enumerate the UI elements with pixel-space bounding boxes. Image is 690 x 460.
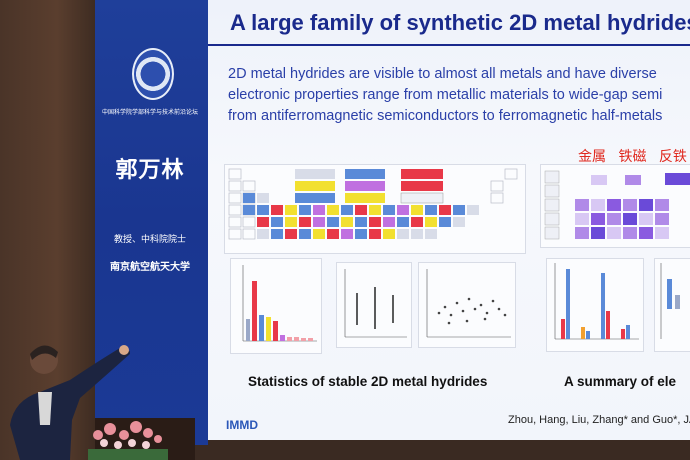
electronic-summary-graphic xyxy=(554,263,639,340)
caption-statistics: Statistics of stable 2D metal hydrides xyxy=(248,374,488,389)
caption-summary: A summary of ele xyxy=(564,374,677,389)
speaker-figure xyxy=(10,345,130,460)
summary-table-figure xyxy=(540,164,690,248)
bar-statistics-panel xyxy=(230,258,322,354)
scatter-cloud-panel xyxy=(418,262,516,348)
scatter-cloud-graphic xyxy=(426,269,511,338)
periodic-table-graphic xyxy=(228,168,518,240)
body-line: from antiferromagnetic semiconductors to… xyxy=(228,108,663,124)
scatter-spread-panel xyxy=(336,262,412,348)
summary-table-graphic xyxy=(544,170,690,240)
flower-arrangement xyxy=(88,421,168,460)
body-line: electronic properties range from metalli… xyxy=(228,87,663,103)
slide-title: A large family of synthetic 2D metal hyd… xyxy=(230,10,690,35)
footer-logo: IMMD xyxy=(226,418,258,432)
projection-screen: A large family of synthetic 2D metal hyd… xyxy=(208,0,690,440)
label-antiferromagnetic: 反铁 xyxy=(658,149,687,165)
scatter-spread-graphic xyxy=(344,269,407,338)
bar-statistics-graphic xyxy=(242,265,317,342)
label-metal: 金属 xyxy=(578,149,606,165)
property-labels: 金属 铁磁 反铁 xyxy=(578,146,690,166)
electronic-summary-panel xyxy=(546,258,644,352)
title-divider xyxy=(208,44,690,46)
slide-body: 2D metal hydrides are visible to almost … xyxy=(228,64,662,127)
logo-caption: 中国科学院学部科学与技术前沿论坛 xyxy=(101,109,199,116)
body-line: 2D metal hydrides are visible to almost … xyxy=(228,66,657,82)
institution-logo xyxy=(132,48,174,100)
periodic-table-figure xyxy=(224,164,526,254)
magnetic-summary-graphic xyxy=(660,263,680,339)
magnetic-summary-panel xyxy=(654,258,690,352)
citation: Zhou, Hang, Liu, Zhang* and Guo*, JA xyxy=(508,414,690,426)
speaker-organization: 南京航空航天大学 xyxy=(110,262,190,273)
speaker-name: 郭万林 xyxy=(115,158,185,183)
speaker-title: 教授、中科院院士 xyxy=(113,235,187,245)
label-ferromagnetic: 铁磁 xyxy=(618,149,647,165)
